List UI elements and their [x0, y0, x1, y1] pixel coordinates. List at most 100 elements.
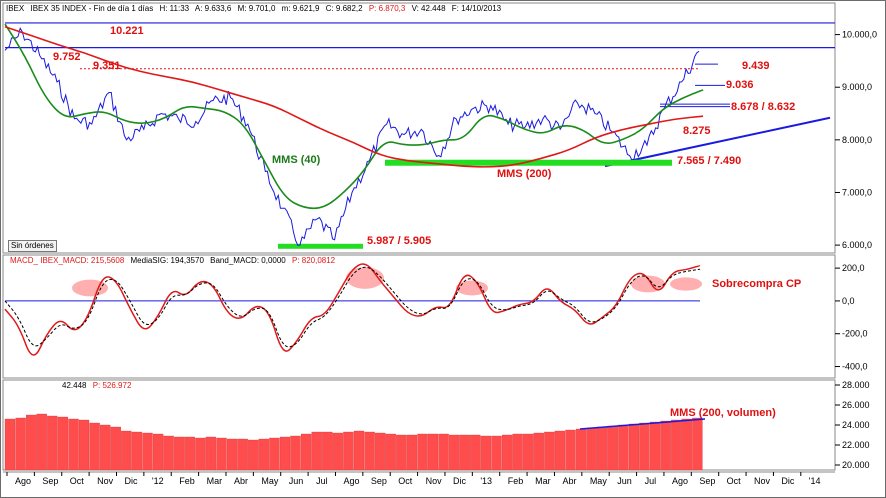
volume-bar	[343, 431, 354, 471]
volume-bar	[628, 423, 640, 471]
volume-y-tick-label: 24.000	[842, 420, 870, 430]
x-tick-label: Sep	[699, 476, 715, 486]
volume-bar	[470, 434, 481, 471]
annotation-8275: 8.275	[683, 125, 711, 137]
header-volume: V: 42.448	[412, 4, 447, 13]
x-tick-label: May	[261, 476, 279, 486]
macd-y-tick-label: -400,0	[842, 362, 868, 372]
annotation-9036: 9.036	[726, 79, 754, 91]
macd-series-group: Sobrecompra CP	[4, 263, 801, 356]
annotation-8678-8632: 8.678 / 8.632	[731, 101, 795, 113]
macd-pane: MACD_ IBEX_MACD: 215,5608 MediaSIG: 194,…	[2, 254, 868, 379]
x-tick-label: Dic	[781, 476, 794, 486]
header-low: m: 9.621,9	[282, 4, 320, 13]
price-series-group	[4, 23, 704, 246]
support-band-5987	[278, 243, 363, 249]
annotation-5987-5905: 5.987 / 5.905	[367, 235, 431, 247]
volume-bar	[544, 431, 555, 471]
price-y-tick-label: 6.000,0	[842, 240, 872, 250]
volume-bar	[89, 422, 100, 471]
x-tick-label: Abr	[562, 476, 576, 486]
x-tick-label: Abr	[234, 476, 248, 486]
volume-bar	[15, 417, 26, 471]
overbought-highlight	[456, 280, 488, 296]
volume-bar	[184, 436, 195, 471]
volume-bar	[396, 434, 407, 471]
uptrend-line	[604, 116, 831, 168]
x-tick-label: Nov	[97, 476, 114, 486]
volume-bar	[438, 433, 449, 471]
header-close: C: 9.682,2	[326, 4, 363, 13]
volume-bar	[290, 435, 301, 471]
support-band-7565	[385, 159, 672, 166]
mms40-series-line	[4, 23, 704, 210]
x-tick-label: May	[590, 476, 608, 486]
volume-bar	[47, 415, 58, 471]
svg-text:42.448 P: 526.972: 42.448 P: 526.972	[62, 381, 132, 390]
volume-bar	[121, 430, 132, 471]
annotation-mms200-volumen: MMS (200, volumen)	[670, 407, 776, 419]
overbought-highlight	[670, 277, 702, 291]
volume-bar	[4, 418, 16, 471]
orders-badge[interactable]: Sin órdenes	[8, 240, 57, 252]
volume-bar	[110, 426, 121, 471]
volume-bar	[152, 433, 164, 471]
macd-header-name: MACD_ IBEX_MACD: 215,5608	[10, 256, 125, 265]
x-tick-label: Feb	[179, 476, 195, 486]
volume-bar	[226, 438, 238, 471]
x-tick-label: Mar	[207, 476, 223, 486]
x-tick-label: Nov	[754, 476, 771, 486]
volume-bar	[417, 433, 428, 471]
volume-bar	[512, 433, 523, 471]
x-tick-label: Jul	[316, 476, 328, 486]
volume-bar	[554, 430, 566, 471]
volume-bar	[237, 438, 248, 471]
volume-y-tick-label: 26.000	[842, 400, 870, 410]
header-date: F: 14/10/2013	[452, 4, 502, 13]
x-tick-label: Ago	[672, 476, 688, 486]
volume-bar	[480, 435, 492, 471]
overbought-highlight	[631, 275, 665, 293]
volume-bar	[131, 431, 143, 471]
macd-series-line	[4, 263, 701, 356]
price-y-tick-label: 9.000,0	[842, 82, 872, 92]
volume-bars-group: MMS (200, volumen)	[4, 407, 776, 471]
volume-bar	[205, 436, 217, 471]
volume-bar	[163, 435, 174, 471]
volume-bar	[78, 419, 90, 471]
volume-bar	[57, 416, 69, 471]
volume-bar	[681, 418, 692, 471]
price-pane: IBEX IBEX 35 INDEX - Fin de día 1 días H…	[2, 2, 877, 254]
volume-bar	[300, 433, 312, 471]
x-tick-label: Sep	[371, 476, 387, 486]
header-ticker: IBEX	[6, 4, 25, 13]
volume-bar	[216, 437, 227, 471]
x-tick-label: Dic	[124, 476, 137, 486]
volume-bar	[142, 432, 153, 471]
volume-bar	[248, 439, 259, 471]
volume-bar	[671, 419, 682, 471]
macd-y-tick-label: 0,0	[842, 296, 855, 306]
svg-text:IBEX IBEX 35 INDEX - Fin: IBEX IBEX 35 INDEX - Fin de día 1 días H…	[6, 4, 502, 13]
macd-header-p: P: 820,0812	[292, 256, 336, 265]
header-p: P: 6.870,3	[369, 4, 406, 13]
volume-bar	[501, 434, 513, 471]
header-high: M: 9.701,0	[238, 4, 276, 13]
annotation-9351: 9.351	[93, 60, 121, 72]
x-tick-label: Ago	[343, 476, 359, 486]
price-y-tick-label: 7.000,0	[842, 187, 872, 197]
volume-bar	[195, 437, 206, 471]
signal-series-line	[4, 266, 701, 348]
volume-bar	[258, 438, 269, 471]
annotation-sobrecompra: Sobrecompra CP	[712, 278, 801, 290]
x-tick-label: '14	[809, 476, 821, 486]
volume-bar	[459, 434, 470, 471]
x-tick-label: Oct	[727, 476, 742, 486]
mms200-series-line	[4, 25, 704, 168]
volume-y-tick-label: 20.000	[842, 460, 870, 470]
volume-bar	[575, 428, 587, 471]
price-annotations: 10.221 9.752 9.351 9.439 9.036 8.678 / 8.632 8…	[53, 25, 795, 247]
overbought-highlight	[72, 279, 108, 297]
annotation-9752: 9.752	[53, 51, 81, 63]
